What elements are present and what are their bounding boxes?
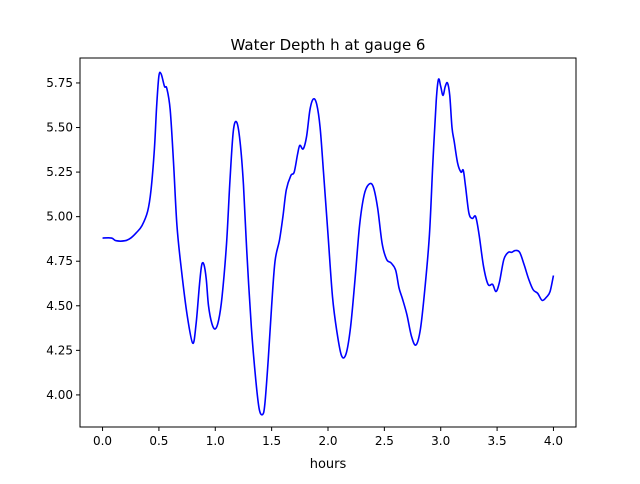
y-tick-label: 5.50: [46, 121, 73, 135]
y-tick-label: 5.00: [46, 210, 73, 224]
plot-area-frame: [79, 57, 577, 428]
chart-title: Water Depth h at gauge 6: [231, 36, 426, 54]
x-tick-label: 3.0: [431, 434, 450, 448]
x-tick-label: 2.5: [375, 434, 394, 448]
x-tick-label: 2.0: [318, 434, 337, 448]
y-tick-label: 4.00: [46, 388, 73, 402]
series-line: [102, 71, 555, 416]
x-tick-label: 0.0: [93, 434, 112, 448]
x-tick-label: 1.0: [206, 434, 225, 448]
series-layer: [102, 71, 555, 416]
y-tick-label: 5.25: [46, 165, 73, 179]
axis-ticks: 0.0 0.5 1.0 1.5 2.0 2.5 3.0 3.5 4.0 4.00 4.25 4.50 4…: [46, 76, 563, 448]
y-tick-label: 5.75: [46, 76, 73, 90]
x-axis-label: hours: [310, 457, 347, 472]
x-tick-label: 4.0: [544, 434, 563, 448]
x-tick-label: 1.5: [262, 434, 281, 448]
y-tick-label: 4.75: [46, 254, 73, 268]
y-tick-label: 4.25: [46, 343, 73, 357]
x-tick-label: 3.5: [488, 434, 507, 448]
y-tick-label: 4.50: [46, 299, 73, 313]
x-tick-label: 0.5: [149, 434, 168, 448]
